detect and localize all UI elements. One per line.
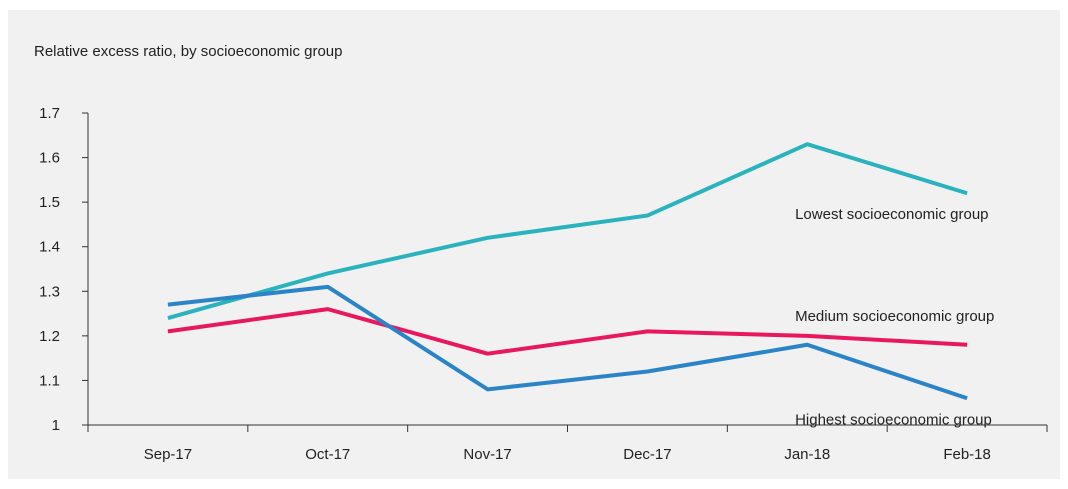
- series-line-2: [167, 284, 968, 401]
- x-tick-label: Feb-18: [943, 446, 991, 463]
- y-tick-label: 1: [52, 417, 60, 434]
- x-tick-label: Oct-17: [305, 446, 350, 463]
- y-tick-label: 1.4: [39, 239, 60, 256]
- series-label: Lowest socioeconomic group: [795, 206, 988, 223]
- x-tick-label: Sep-17: [144, 446, 192, 463]
- axes: 1 1.1 1.2 1.3 1.4 1.5 1.6 1.7 Sep-17 Oct-17 Nov-17…: [39, 105, 1048, 463]
- series-line-0: [167, 142, 968, 320]
- series-lines: [167, 142, 968, 401]
- chart-panel: [8, 10, 1060, 479]
- y-tick-label: 1.2: [39, 328, 60, 345]
- x-tick-label: Nov-17: [463, 446, 511, 463]
- x-tick-label: Jan-18: [784, 446, 830, 463]
- series-label: Medium socioeconomic group: [795, 308, 994, 325]
- series-labels: Lowest socioeconomic group Medium socioec…: [795, 206, 994, 428]
- y-tick-label: 1.6: [39, 150, 60, 167]
- y-tick-label: 1.3: [39, 283, 60, 300]
- series-label: Highest socioeconomic group: [795, 411, 992, 428]
- series-line-1: [167, 307, 968, 356]
- chart-title: Relative excess ratio, by socioeconomic …: [34, 43, 342, 60]
- y-tick-label: 1.7: [39, 105, 60, 122]
- y-tick-label: 1.1: [39, 372, 60, 389]
- x-tick-label: Dec-17: [623, 446, 671, 463]
- y-tick-label: 1.5: [39, 194, 60, 211]
